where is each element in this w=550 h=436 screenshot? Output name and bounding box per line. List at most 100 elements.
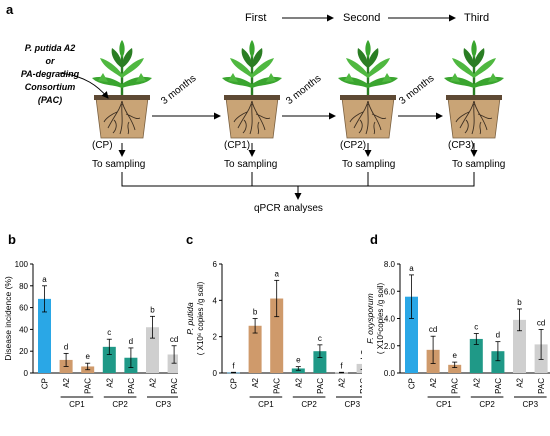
- bar: [102, 346, 116, 373]
- significance-letter: f: [232, 361, 235, 370]
- y-tick-label: 0: [24, 369, 29, 378]
- x-tick-label: PAC: [84, 378, 93, 394]
- x-tick-label: PAC: [451, 378, 460, 394]
- significance-letter: cd: [429, 325, 437, 334]
- bar: [291, 368, 305, 373]
- x-tick-label: A2: [472, 377, 481, 387]
- y-tick-label: 4: [213, 296, 218, 305]
- significance-letter: d: [129, 337, 133, 346]
- y-tick-label: 20: [19, 347, 28, 356]
- y-axis-species-label: P. putida: [185, 302, 195, 335]
- bar: [405, 296, 418, 373]
- group-label: CP1: [69, 400, 85, 409]
- significance-letter: d: [64, 342, 68, 351]
- panel-a-label: a: [6, 2, 14, 17]
- pot-plant-cp2: [336, 38, 400, 140]
- inoculum-line-3: PA-degrading: [20, 69, 80, 79]
- inoculum-line-1: P. putida A2: [24, 43, 76, 53]
- inoculum-label: P. putida A2 or PA-degrading Consortium …: [8, 42, 92, 107]
- bar: [356, 363, 362, 373]
- y-tick-label: 2: [213, 333, 218, 342]
- panel-d-label: d: [370, 232, 378, 247]
- x-tick-label: PAC: [170, 378, 178, 394]
- chart-p-putida: 0 2 4 6 f CP b A2 a PAC e A2 c PAC f A2 d PAC CP1 CP2 CP3 P. …: [185, 260, 362, 409]
- group-label: CP3: [523, 400, 539, 409]
- bar: [270, 298, 284, 373]
- bar: [313, 351, 327, 373]
- bar: [469, 338, 483, 373]
- significance-letter: b: [253, 308, 258, 317]
- y-tick-label: 100: [15, 260, 29, 269]
- group-label: CP3: [345, 400, 361, 409]
- pot-plant-cp1: [220, 38, 284, 140]
- stage-first-label: First: [245, 12, 267, 24]
- bar: [248, 325, 262, 373]
- significance-letter: b: [150, 305, 155, 314]
- y-tick-label: 60: [19, 304, 28, 313]
- significance-letter: c: [107, 328, 111, 337]
- y-tick-label: 0: [213, 369, 218, 378]
- to-sampling-cp: To sampling: [92, 159, 146, 170]
- significance-letter: e: [452, 351, 457, 360]
- x-tick-label: A2: [516, 377, 525, 387]
- x-tick-label: PAC: [273, 378, 282, 394]
- bar: [513, 319, 526, 373]
- y-tick-label: 8.0: [384, 260, 396, 269]
- y-tick-label: 6.0: [384, 287, 396, 296]
- pot-code-cp: (CP): [92, 140, 113, 151]
- y-axis-label: Disease incidence (%): [3, 276, 13, 361]
- bar: [38, 298, 51, 373]
- x-tick-label: PAC: [537, 378, 546, 394]
- bar: [167, 354, 178, 373]
- panel-c-label: c: [186, 232, 194, 247]
- significance-letter: a: [274, 269, 279, 278]
- x-tick-label: A2: [429, 377, 438, 387]
- bar: [491, 351, 505, 373]
- significance-letter: a: [409, 264, 414, 273]
- x-tick-label: PAC: [316, 378, 325, 394]
- group-label: CP1: [436, 400, 452, 409]
- pot-code-cp3: (CP3): [448, 140, 475, 151]
- chart-f-oxysporum: 0.0 2.0 4.0 6.0 8.0 a CP cd A2 e PAC c A2 d PAC b A2 cd PA…: [365, 260, 550, 409]
- x-tick-label: PAC: [494, 378, 503, 394]
- significance-letter: d: [496, 331, 500, 340]
- panel-b-label: b: [8, 232, 16, 247]
- y-tick-label: 80: [19, 282, 28, 291]
- stage-third-label: Third: [464, 12, 490, 24]
- x-tick-label: A2: [105, 377, 114, 387]
- panel-a-diagram: [59, 14, 506, 200]
- x-tick-label: A2: [338, 377, 347, 387]
- significance-letter: d: [361, 347, 362, 356]
- y-tick-label: 0.0: [384, 369, 396, 378]
- qpcr-label: qPCR analyses: [254, 203, 323, 214]
- x-tick-label: A2: [294, 377, 303, 387]
- inoculation-arrow: [59, 72, 109, 99]
- significance-letter: a: [42, 275, 47, 284]
- y-tick-label: 40: [19, 325, 28, 334]
- to-sampling-cp3: To sampling: [452, 159, 506, 170]
- x-tick-label: A2: [149, 377, 158, 387]
- significance-letter: cd: [170, 335, 178, 344]
- group-label: CP3: [156, 400, 172, 409]
- to-sampling-cp1: To sampling: [224, 159, 278, 170]
- significance-letter: e: [296, 356, 301, 365]
- y-tick-label: 6: [213, 260, 218, 269]
- x-tick-label: CP: [408, 378, 417, 389]
- significance-letter: c: [318, 334, 322, 343]
- bar: [146, 327, 159, 373]
- group-label: CP2: [301, 400, 317, 409]
- x-tick-label: CP: [41, 378, 50, 389]
- x-tick-label: PAC: [359, 378, 362, 394]
- y-axis-units-label: ( X10⁵copies /g soil): [376, 282, 385, 354]
- group-label: CP2: [112, 400, 128, 409]
- significance-letter: b: [517, 298, 522, 307]
- inoculum-line-5: (PAC): [37, 95, 63, 105]
- group-label: CP1: [258, 400, 274, 409]
- x-tick-label: A2: [62, 377, 71, 387]
- y-tick-label: 2.0: [384, 342, 396, 351]
- bar: [448, 364, 462, 373]
- significance-letter: e: [85, 352, 90, 361]
- pot-code-cp1: (CP1): [224, 140, 251, 151]
- to-sampling-cp2: To sampling: [342, 159, 396, 170]
- y-tick-label: 4.0: [384, 315, 396, 324]
